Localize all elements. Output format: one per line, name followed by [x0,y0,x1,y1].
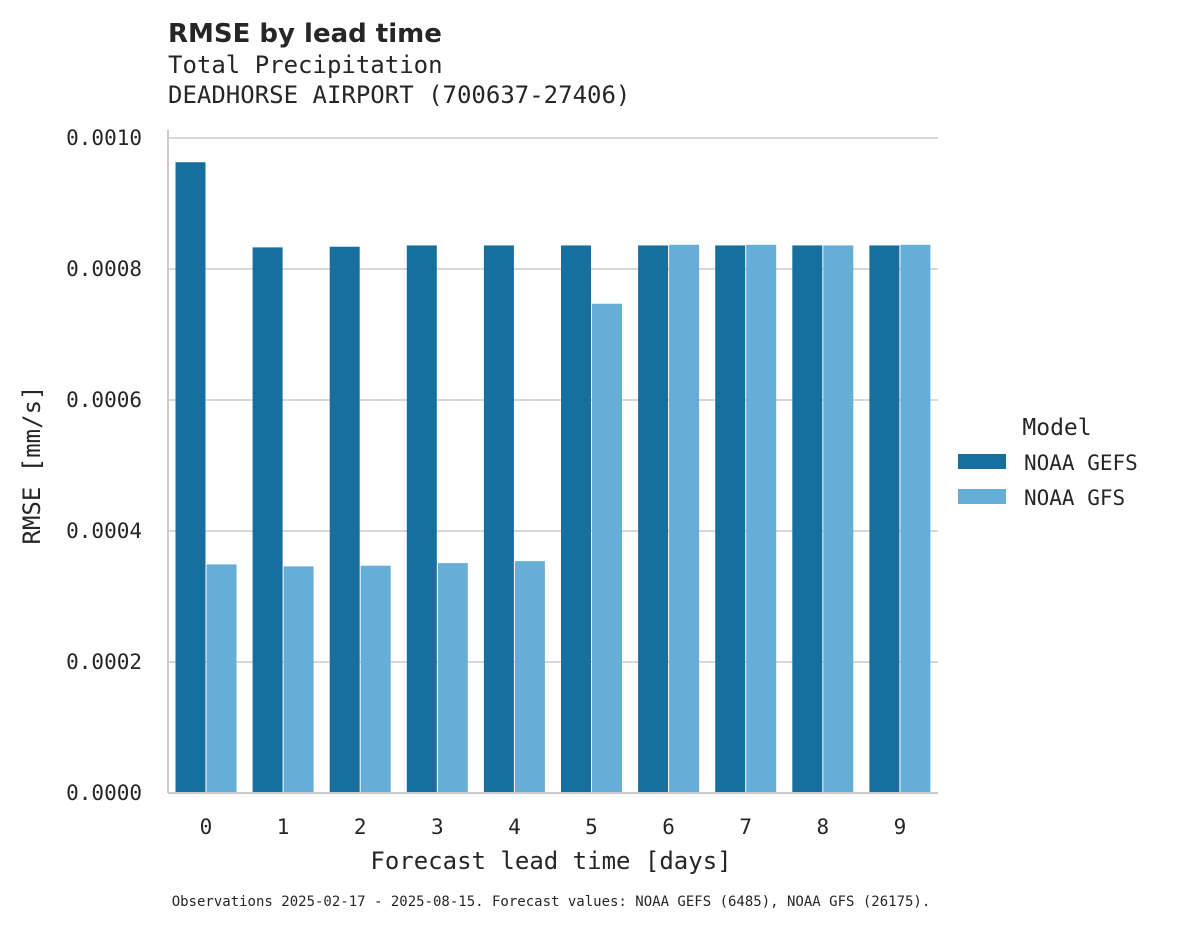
x-tick-label: 7 [739,815,752,839]
bar-noaa-gefs-lead-0 [175,162,206,794]
x-tick-label: 9 [894,815,907,839]
x-tick-label: 4 [508,815,521,839]
x-tick-label: 8 [816,815,829,839]
y-tick-label: 0.0004 [66,519,142,543]
bar-noaa-gefs-lead-4 [483,245,514,794]
bar-noaa-gefs-lead-5 [561,245,591,794]
bar-noaa-gfs-lead-0 [206,564,237,793]
bar-noaa-gfs-lead-3 [437,563,468,793]
x-tick-label: 6 [662,815,675,839]
bar-noaa-gfs-lead-5 [592,303,622,793]
y-tick-label: 0.0010 [66,126,142,150]
bar-noaa-gfs-lead-8 [823,245,854,794]
chart-title: RMSE by lead time [168,19,442,49]
x-tick-label: 1 [277,815,290,839]
legend-swatch-noaa-gfs [958,489,1006,504]
x-tick-labels: 0 1 2 3 4 5 6 7 8 9 [200,815,907,839]
bar-noaa-gefs-lead-1 [252,247,283,793]
bar-noaa-gfs-lead-9 [900,244,931,793]
y-tick-label: 0.0000 [66,781,142,805]
bar-noaa-gefs-lead-3 [406,245,437,794]
y-tick-label: 0.0008 [66,257,142,281]
x-tick-label: 2 [354,815,367,839]
legend-label-noaa-gefs: NOAA GEFS [1024,451,1138,475]
x-tick-label: 5 [585,815,598,839]
bar-noaa-gefs-lead-2 [329,246,360,794]
legend-title: Model [1022,415,1091,441]
bar-noaa-gfs-lead-1 [283,566,314,793]
legend-swatch-noaa-gefs [958,454,1006,469]
bar-noaa-gfs-lead-2 [360,565,391,793]
x-axis-label: Forecast lead time [days] [370,847,731,875]
y-axis-label: RMSE [mm/s] [18,386,46,545]
bar-noaa-gefs-lead-6 [638,245,669,794]
y-gridlines [168,137,938,663]
x-tick-label: 0 [200,815,213,839]
bar-noaa-gefs-lead-8 [792,245,823,794]
bar-noaa-gefs-lead-7 [715,245,746,794]
bars [175,162,931,794]
legend-label-noaa-gfs: NOAA GFS [1024,486,1125,510]
bar-noaa-gfs-lead-6 [669,244,700,793]
y-tick-label: 0.0006 [66,388,142,412]
y-tick-labels: 0.0000 0.0002 0.0004 0.0006 0.0008 0.0010 [66,126,142,805]
x-tick-label: 3 [431,815,444,839]
chart-footnote: Observations 2025-02-17 - 2025-08-15. Fo… [172,894,931,910]
chart-subtitle-station: DEADHORSE AIRPORT (700637-27406) [168,81,630,109]
legend: Model NOAA GEFS NOAA GFS [958,415,1138,510]
bar-noaa-gefs-lead-9 [869,245,900,794]
bar-noaa-gfs-lead-4 [514,561,545,793]
bar-noaa-gfs-lead-7 [746,244,777,793]
y-tick-label: 0.0002 [66,650,142,674]
chart-subtitle-variable: Total Precipitation [168,51,443,79]
